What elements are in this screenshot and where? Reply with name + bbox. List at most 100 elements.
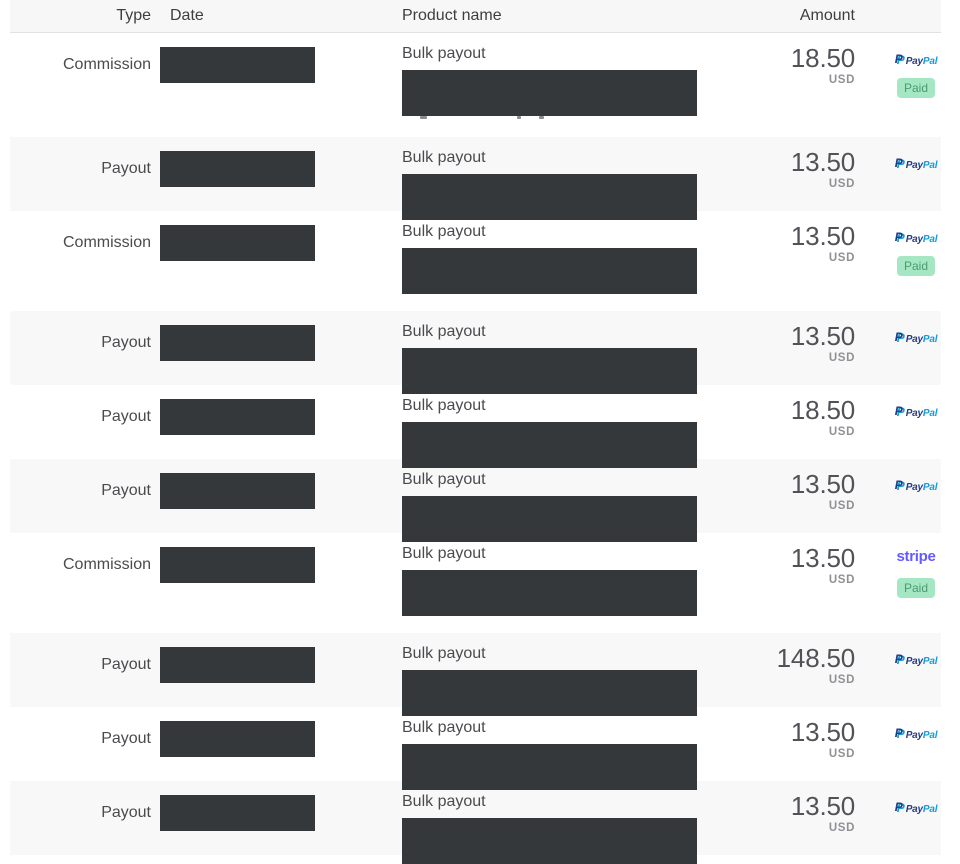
header-amount: Amount	[799, 7, 855, 24]
amount-value: 13.50	[790, 221, 855, 251]
redacted-product-details-box	[402, 70, 697, 116]
header-date: Date	[170, 7, 204, 24]
redacted-date-box	[160, 473, 315, 509]
amount-cell: 148.50 USD	[555, 643, 856, 687]
amount-value: 13.50	[790, 791, 855, 821]
payment-method-cell: P P PayPal Paid	[887, 33, 945, 137]
paid-status-badge: Paid	[896, 578, 936, 598]
redacted-product-details-box	[402, 570, 697, 616]
table-row[interactable]: Commission Bulk payout 18.50 USD P P PayPa…	[10, 33, 941, 137]
row-type-label: Commission	[62, 234, 151, 251]
payment-method-cell: P P PayPal	[887, 781, 945, 855]
table-row[interactable]: Payout Bulk payout 13.50 USD P P PayPal	[10, 311, 941, 394]
paypal-logo: P P PayPal	[894, 156, 938, 171]
redacted-product-details-box	[402, 496, 697, 542]
table-row[interactable]: Payout Bulk payout 13.50 USD P P PayPal	[10, 137, 941, 220]
product-name-label: Bulk payout	[402, 719, 486, 736]
table-row[interactable]: Payout Bulk payout 13.50 USD P P PayPal	[10, 781, 941, 864]
paypal-logo: P P PayPal	[894, 800, 938, 815]
table-body: Commission Bulk payout 18.50 USD P P PayPa…	[10, 33, 941, 864]
paypal-logo: P P PayPal	[894, 52, 938, 67]
paypal-logo: P P PayPal	[894, 478, 938, 493]
payment-method-cell: stripe Paid	[887, 533, 945, 633]
redacted-date-box	[160, 547, 315, 583]
amount-value: 13.50	[790, 717, 855, 747]
amount-currency: USD	[828, 674, 855, 687]
table-row[interactable]: Payout Bulk payout 18.50 USD P P PayPal	[10, 385, 941, 468]
product-name-label: Bulk payout	[402, 645, 486, 662]
product-name-label: Bulk payout	[402, 471, 486, 488]
amount-value: 13.50	[790, 147, 855, 177]
amount-currency: USD	[828, 74, 855, 87]
amount-currency: USD	[828, 574, 855, 587]
product-name-label: Bulk payout	[402, 545, 486, 562]
table-row[interactable]: Commission Bulk payout 13.50 USD stripe P…	[10, 533, 941, 633]
row-type-label: Payout	[101, 656, 151, 673]
payment-method-cell: P P PayPal Paid	[887, 211, 945, 311]
redacted-date-box	[160, 399, 315, 435]
table-row[interactable]: Commission Bulk payout 13.50 USD P P PayPa…	[10, 211, 941, 311]
redaction-text-artifact	[402, 116, 697, 120]
amount-cell: 13.50 USD	[555, 321, 855, 365]
product-name-label: Bulk payout	[402, 149, 486, 166]
amount-cell: 13.50 USD	[555, 469, 855, 513]
row-type-label: Payout	[101, 160, 151, 177]
row-type-label: Payout	[101, 482, 151, 499]
redacted-date-box	[160, 647, 315, 683]
transactions-table: Type Date Product name Amount Commission…	[10, 0, 941, 864]
amount-value: 18.50	[790, 43, 855, 73]
amount-cell: 18.50 USD	[555, 395, 855, 438]
payment-method-cell: P P PayPal	[887, 459, 945, 533]
amount-currency: USD	[828, 352, 855, 365]
redacted-date-box	[160, 795, 315, 831]
payment-method-cell: P P PayPal	[887, 137, 945, 211]
row-type-label: Payout	[101, 804, 151, 821]
paypal-logo: P P PayPal	[894, 726, 938, 741]
redacted-product-details-box	[402, 670, 697, 716]
redacted-date-box	[160, 47, 315, 83]
amount-cell: 13.50 USD	[555, 717, 855, 761]
payment-method-cell: P P PayPal	[887, 707, 945, 781]
product-name-label: Bulk payout	[402, 323, 486, 340]
row-type-label: Commission	[62, 56, 151, 73]
row-type-label: Payout	[101, 730, 151, 747]
amount-value: 13.50	[790, 543, 855, 573]
paid-status-badge: Paid	[896, 78, 936, 98]
redacted-product-details-box	[402, 422, 697, 468]
table-row[interactable]: Payout Bulk payout 13.50 USD P P PayPal	[10, 459, 941, 542]
redacted-product-details-box	[402, 174, 697, 220]
payment-method-cell: P P PayPal	[887, 311, 945, 385]
header-type: Type	[116, 7, 151, 24]
table-row[interactable]: Payout Bulk payout 13.50 USD P P PayPal	[10, 707, 941, 790]
paypal-logo: P P PayPal	[894, 404, 938, 419]
amount-cell: 13.50 USD	[555, 221, 855, 264]
amount-cell: 13.50 USD	[555, 543, 855, 587]
product-name-label: Bulk payout	[402, 397, 486, 414]
paid-status-badge: Paid	[896, 256, 936, 276]
redacted-product-details-box	[402, 744, 697, 790]
product-name-label: Bulk payout	[402, 793, 486, 810]
redacted-date-box	[160, 721, 315, 757]
amount-currency: USD	[828, 500, 855, 513]
table-row[interactable]: Payout Bulk payout 148.50 USD P P PayPal	[10, 633, 941, 716]
amount-cell: 13.50 USD	[555, 147, 855, 191]
amount-cell: 18.50 USD	[555, 43, 855, 87]
amount-value: 13.50	[790, 321, 855, 351]
paypal-logo: P P PayPal	[894, 230, 938, 245]
amount-currency: USD	[828, 822, 855, 835]
product-name-label: Bulk payout	[402, 223, 486, 240]
amount-currency: USD	[828, 178, 855, 191]
paypal-logo: P P PayPal	[894, 652, 938, 667]
amount-value: 148.50	[776, 643, 856, 673]
row-type-label: Commission	[62, 556, 151, 573]
amount-currency: USD	[828, 748, 855, 761]
amount-value: 13.50	[790, 469, 855, 499]
